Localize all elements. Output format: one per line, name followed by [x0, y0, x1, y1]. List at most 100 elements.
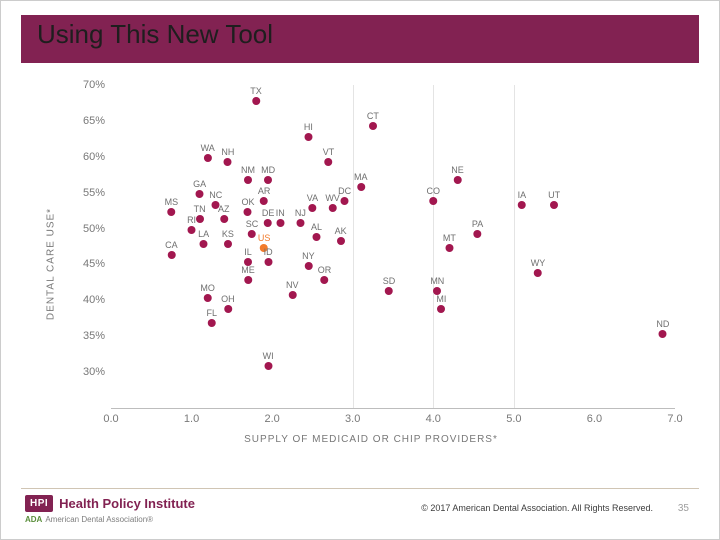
data-point: VT	[323, 148, 335, 166]
point-label: ME	[241, 266, 255, 275]
point-label: NJ	[295, 209, 306, 218]
point-label: OH	[221, 295, 235, 304]
y-tick-label: 70%	[61, 79, 105, 91]
data-point: AL	[311, 223, 322, 241]
data-point: NE	[451, 166, 464, 184]
point-marker	[244, 258, 252, 266]
point-marker	[433, 287, 441, 295]
copyright: © 2017 American Dental Association. All …	[421, 503, 653, 513]
data-point: AZ	[218, 205, 230, 223]
point-label: MO	[200, 284, 215, 293]
point-marker	[357, 183, 365, 191]
data-point: MS	[165, 198, 179, 216]
point-marker	[200, 240, 208, 248]
data-point: DC	[338, 187, 351, 205]
point-marker	[437, 305, 445, 313]
data-point: CA	[165, 241, 178, 259]
point-marker	[196, 190, 204, 198]
point-marker	[453, 176, 461, 184]
point-marker	[385, 287, 393, 295]
point-label: US	[258, 234, 271, 243]
point-label: WV	[325, 194, 340, 203]
data-point: US	[258, 234, 271, 252]
data-point: NM	[241, 166, 255, 184]
plot-area: TXCTHIWANHVTNMMDNEMAGADCUTCOIAARWVVANCMS…	[111, 85, 675, 409]
data-point: OH	[221, 295, 235, 313]
footer: HPI Health Policy Institute ADAAmerican …	[21, 488, 699, 533]
point-label: KS	[222, 230, 234, 239]
data-point: NJ	[295, 209, 306, 227]
point-label: DC	[338, 187, 351, 196]
grid-line	[353, 85, 354, 408]
point-label: MS	[165, 198, 179, 207]
data-point: WI	[263, 352, 274, 370]
point-label: AR	[258, 187, 271, 196]
data-point: HI	[304, 123, 313, 141]
point-label: AK	[335, 227, 347, 236]
point-label: RI	[187, 216, 196, 225]
point-marker	[167, 208, 175, 216]
point-marker	[264, 219, 272, 227]
data-point: SD	[383, 277, 396, 295]
point-label: GA	[193, 180, 206, 189]
point-marker	[264, 258, 272, 266]
point-label: MI	[436, 295, 446, 304]
page-title: Using This New Tool	[37, 19, 273, 50]
x-tick-label: 3.0	[345, 413, 360, 425]
data-point: MA	[354, 173, 368, 191]
data-point: MT	[443, 234, 456, 252]
point-label: MT	[443, 234, 456, 243]
grid-line	[433, 85, 434, 408]
point-marker	[260, 244, 268, 252]
y-tick-label: 60%	[61, 151, 105, 163]
data-point: TN	[194, 205, 206, 223]
point-label: DE	[262, 209, 275, 218]
data-point: ME	[241, 266, 255, 284]
data-point: OR	[318, 266, 332, 284]
point-label: NE	[451, 166, 464, 175]
point-label: LA	[198, 230, 209, 239]
point-marker	[659, 330, 667, 338]
y-axis-title: DENTAL CARE USE*	[46, 208, 57, 320]
point-marker	[288, 291, 296, 299]
x-tick-label: 4.0	[426, 413, 441, 425]
scatter-chart: DENTAL CARE USE* TXCTHIWANHVTNMMDNEMAGAD…	[61, 79, 681, 449]
point-label: WI	[263, 352, 274, 361]
data-point: PA	[472, 220, 483, 238]
point-marker	[276, 219, 284, 227]
point-marker	[369, 122, 377, 130]
point-marker	[304, 133, 312, 141]
point-label: SC	[246, 220, 259, 229]
point-marker	[248, 230, 256, 238]
page-number: 35	[678, 503, 689, 514]
y-tick-label: 35%	[61, 330, 105, 342]
data-point: MI	[436, 295, 446, 313]
point-label: TN	[194, 205, 206, 214]
point-marker	[204, 294, 212, 302]
data-point: ID	[264, 248, 273, 266]
point-label: TX	[250, 87, 262, 96]
point-label: MA	[354, 173, 368, 182]
hpi-badge: HPI	[25, 495, 53, 512]
point-marker	[337, 237, 345, 245]
data-point: VA	[307, 194, 318, 212]
point-label: NH	[221, 148, 234, 157]
data-point: AR	[258, 187, 271, 205]
y-tick-label: 30%	[61, 366, 105, 378]
point-label: SD	[383, 277, 396, 286]
point-marker	[208, 319, 216, 327]
point-marker	[341, 197, 349, 205]
data-point: UT	[548, 191, 560, 209]
data-point: IL	[244, 248, 252, 266]
data-point: IA	[518, 191, 527, 209]
x-tick-label: 6.0	[587, 413, 602, 425]
data-point: RI	[187, 216, 196, 234]
hpi-logo: HPI Health Policy Institute	[25, 495, 195, 512]
data-point: FL	[206, 309, 217, 327]
data-point: SC	[246, 220, 259, 238]
point-label: HI	[304, 123, 313, 132]
data-point: WY	[531, 259, 546, 277]
x-axis-title: SUPPLY OF MEDICAID OR CHIP PROVIDERS*	[61, 434, 681, 445]
point-marker	[445, 244, 453, 252]
y-tick-label: 65%	[61, 115, 105, 127]
